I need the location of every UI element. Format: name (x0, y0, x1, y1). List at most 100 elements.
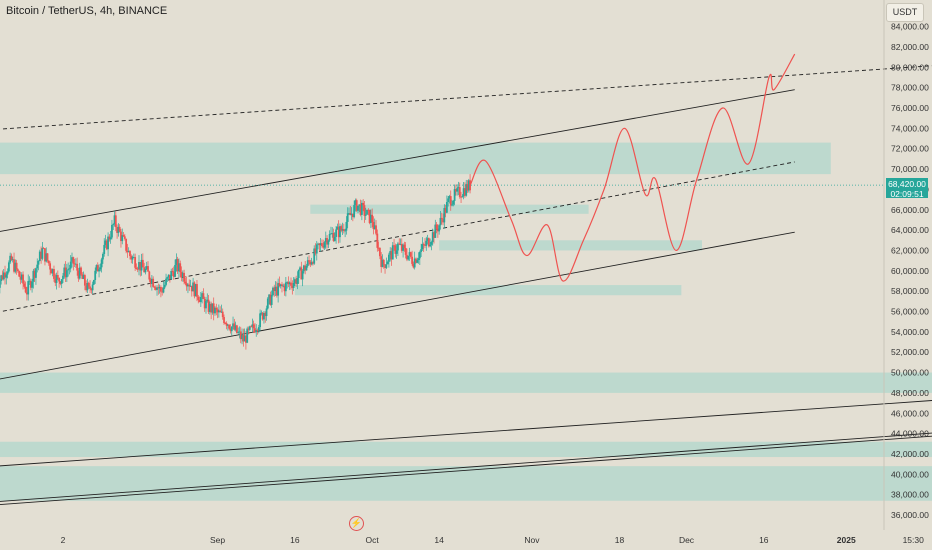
candle-body (13, 259, 15, 272)
candle-body (408, 252, 411, 256)
candle-body (189, 285, 192, 287)
candle-body (199, 297, 202, 303)
candle-body (443, 208, 446, 223)
candle-body (161, 291, 164, 293)
candle-body (295, 279, 298, 284)
candle-body (68, 268, 71, 270)
candle-body (460, 196, 462, 198)
candle-body (178, 263, 180, 272)
price-tick-label: 50,000.00 (891, 368, 929, 378)
time-tick-label: 18 (615, 535, 625, 545)
candle-body (330, 233, 332, 235)
trendline-layer (0, 65, 932, 505)
candle-body (416, 259, 419, 263)
candle-body (100, 259, 103, 268)
candle-body (259, 313, 261, 328)
flash-icon[interactable]: ⚡ (349, 516, 364, 531)
candle-body (104, 240, 107, 245)
candle-body (248, 326, 251, 330)
candle-body (198, 299, 201, 303)
trend-line[interactable] (0, 65, 932, 130)
candle-body (127, 251, 130, 253)
candle-body (139, 262, 142, 271)
zone-rect[interactable] (439, 240, 702, 251)
candle-body (31, 281, 33, 288)
candle-body (440, 217, 443, 219)
candle-body (1, 275, 4, 280)
time-tick-label: 14 (434, 535, 444, 545)
price-tick-label: 82,000.00 (891, 42, 929, 52)
candle-body (131, 257, 134, 260)
candle-body (179, 263, 182, 273)
trend-line[interactable] (0, 89, 795, 232)
candle-body (156, 287, 158, 290)
candle-body (286, 282, 289, 283)
price-tick-label: 42,000.00 (891, 449, 929, 459)
zone-rect[interactable] (0, 372, 932, 393)
trend-line[interactable] (0, 435, 932, 505)
trend-line[interactable] (0, 231, 795, 380)
currency-selector[interactable]: USDT (886, 3, 924, 22)
price-tick-label: 70,000.00 (891, 164, 929, 174)
candle-body (81, 274, 84, 279)
candle-body (134, 257, 137, 268)
candle-body (126, 250, 129, 253)
candle-body (458, 187, 461, 197)
candle-body (433, 232, 435, 238)
candle-body (407, 255, 410, 260)
zone-rect[interactable] (294, 285, 682, 296)
trend-line[interactable] (0, 161, 795, 313)
price-tick-label: 62,000.00 (891, 245, 929, 255)
last-price-badge: 68,420.00 02:09:51 (886, 178, 928, 199)
candle-body (185, 283, 188, 287)
candle-body (196, 284, 198, 297)
candle-body (297, 269, 300, 279)
candle-body (367, 209, 370, 211)
zone-rect[interactable] (310, 204, 589, 214)
candle-body (157, 287, 160, 289)
candle-body (390, 251, 393, 260)
candle-body (269, 294, 272, 305)
zone-rect[interactable] (0, 441, 932, 458)
candle-body (415, 258, 417, 263)
price-tick-label: 84,000.00 (891, 22, 929, 32)
candle-body (263, 312, 265, 320)
candle-body (91, 284, 94, 291)
candle-body (109, 237, 112, 240)
candle-body (172, 272, 175, 277)
candle-body (212, 303, 215, 314)
candle-body (205, 301, 207, 309)
zone-rect[interactable] (0, 142, 831, 175)
candle-body (332, 233, 335, 241)
candle-body (384, 264, 386, 268)
candle-body (357, 205, 359, 211)
time-axis[interactable]: 2 Sep 16 Oct 14 Nov 18 Dec 16 2025 15:30 (61, 535, 925, 545)
candle-body (456, 188, 459, 192)
candle-body (117, 226, 120, 233)
candle-body (17, 269, 19, 272)
candle-body (377, 247, 380, 249)
candle-body (366, 209, 368, 215)
candle-body (94, 270, 97, 280)
price-tick-label: 38,000.00 (891, 490, 929, 500)
candle-body (429, 244, 432, 247)
candle-body (333, 236, 336, 241)
zone-rect[interactable] (0, 466, 932, 501)
trend-line[interactable] (0, 400, 932, 467)
candle-body (154, 287, 157, 290)
candle-body (194, 284, 197, 297)
candle-body (363, 205, 366, 216)
candle-body (71, 257, 73, 262)
candle-body (301, 271, 304, 280)
candle-body (467, 180, 470, 191)
candle-body (158, 287, 161, 289)
candle-body (215, 307, 218, 310)
candle-body (322, 245, 325, 248)
trend-line[interactable] (0, 432, 932, 502)
candle-body (82, 275, 85, 279)
candle-body (116, 227, 118, 233)
candle-body (260, 312, 263, 314)
candle-body (418, 251, 421, 259)
candle-body (308, 260, 310, 262)
